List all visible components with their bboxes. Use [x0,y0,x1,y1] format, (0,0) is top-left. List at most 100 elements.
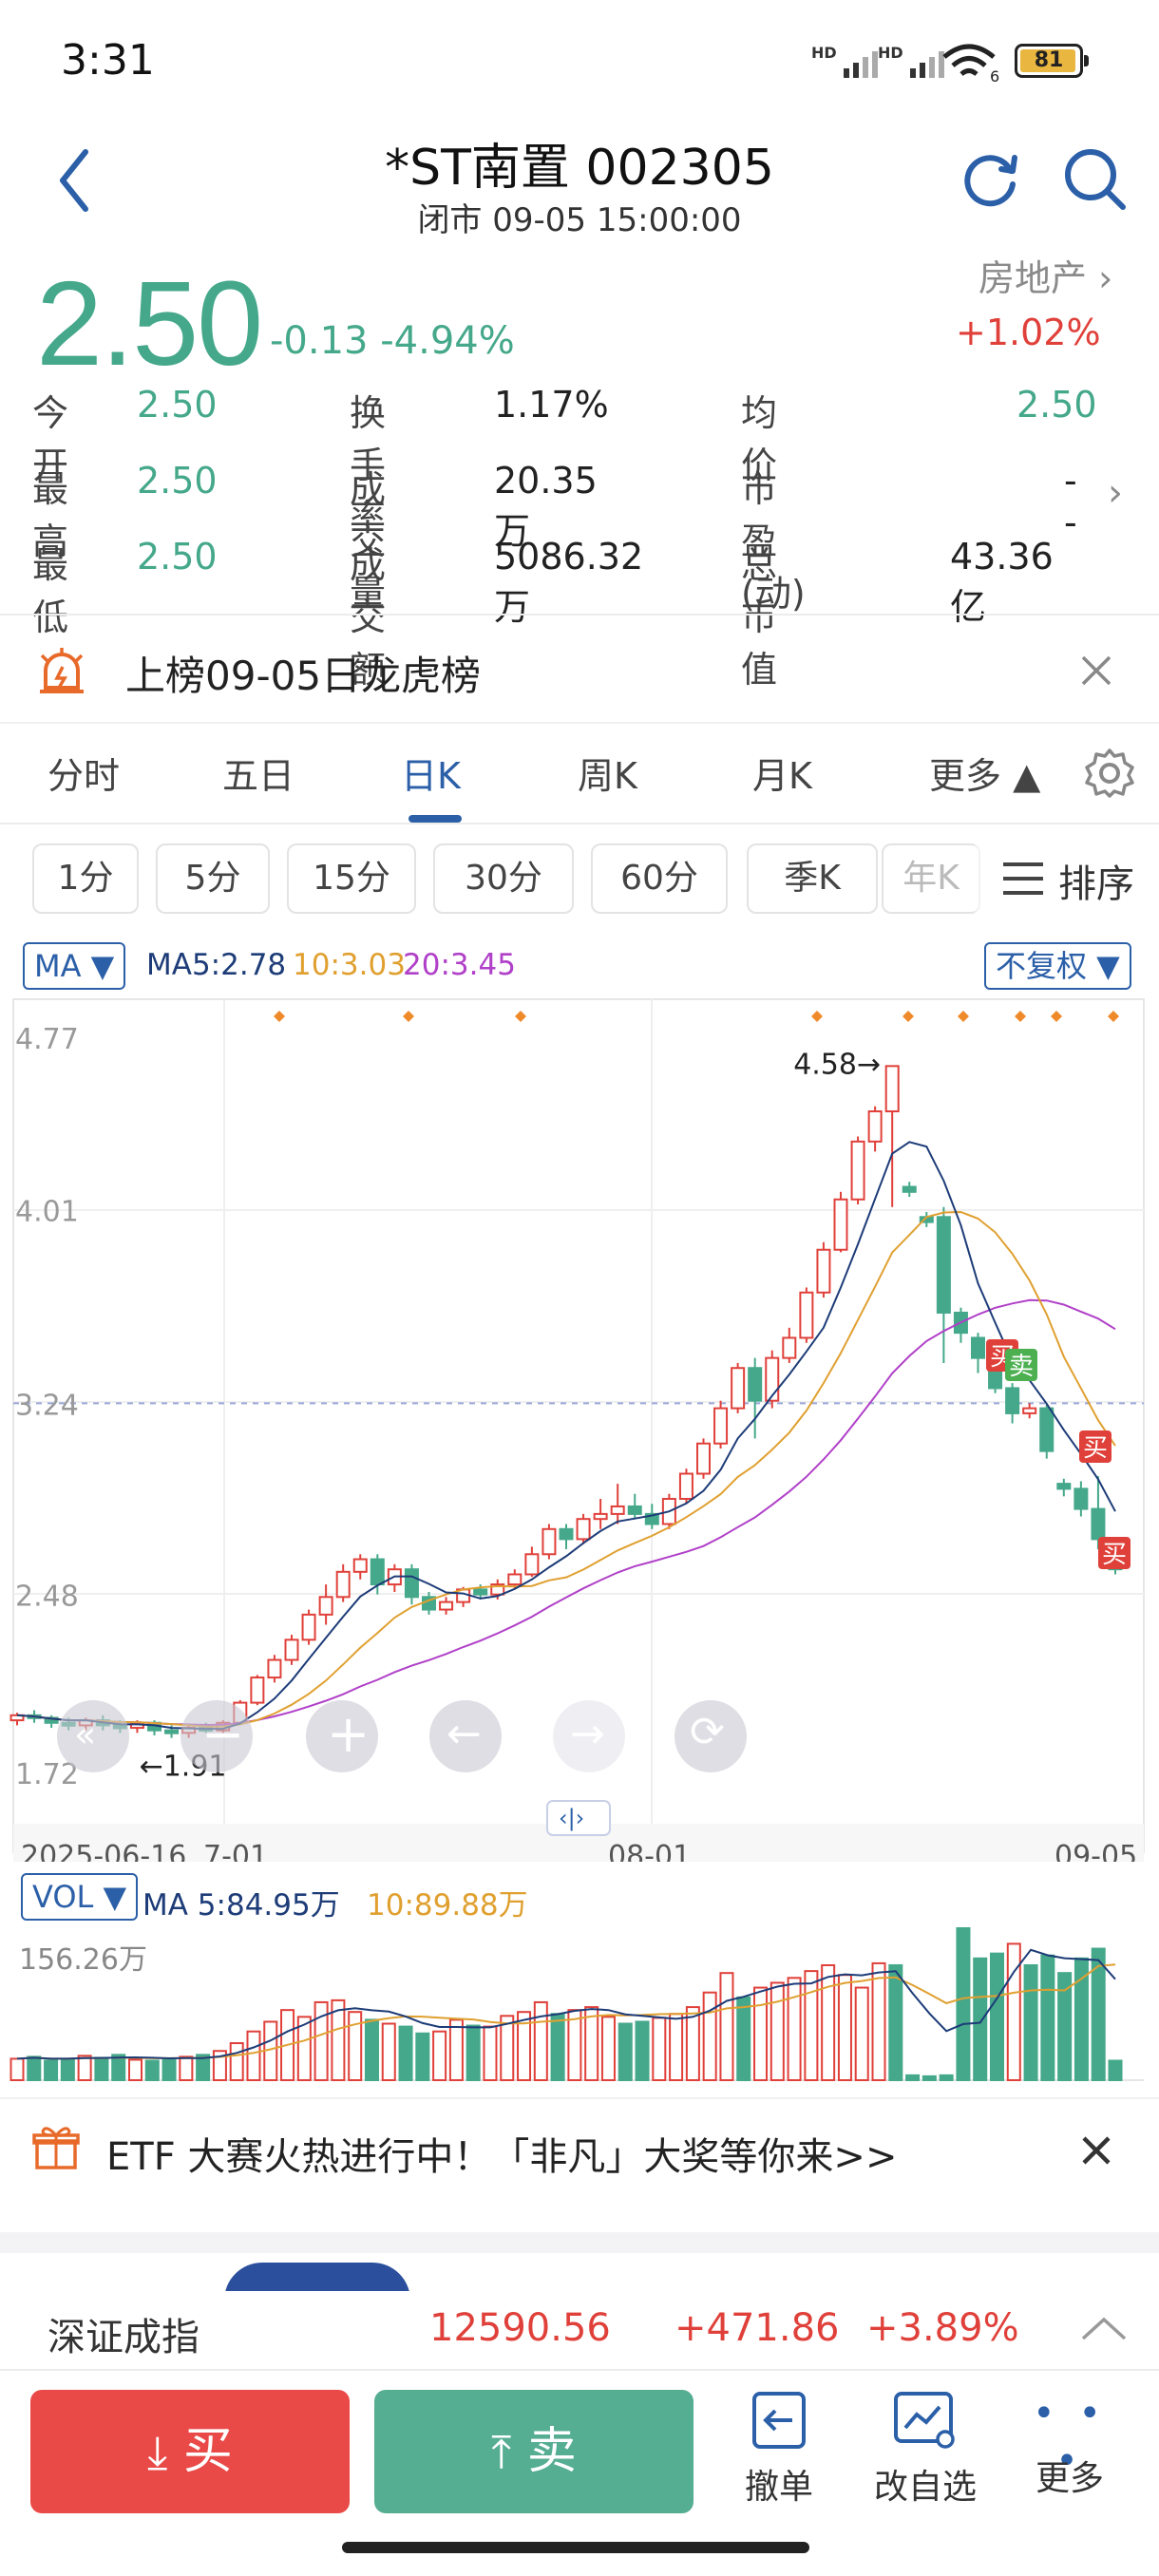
settings-gear-icon[interactable] [1083,747,1136,800]
quote-value: -- [1064,460,1077,543]
x-tick-label: 08-01 [608,1840,691,1862]
volume-bar [584,2006,599,2081]
chevron-up-icon[interactable] [1079,2314,1129,2342]
zoom-in-button[interactable]: + [306,1700,378,1772]
rotate-button[interactable]: ⟳ [674,1700,747,1772]
zoom-out-button[interactable]: − [180,1700,253,1772]
candle-body [1005,1387,1020,1414]
volume-bar [736,1996,751,2081]
event-dot [1051,1011,1062,1022]
candle-body [473,1588,488,1596]
period-5min[interactable]: 5分 [156,843,270,914]
pan-left-button[interactable]: ← [429,1700,502,1772]
watchlist-button[interactable]: 改自选 [868,2390,982,2513]
battery-level: 81 [1034,48,1064,72]
period-60min[interactable]: 60分 [591,843,728,914]
volume-bar [415,2032,430,2081]
close-icon[interactable] [1077,652,1115,690]
candle-body [1091,1507,1106,1541]
cancel-order-button[interactable]: 撤单 [722,2390,836,2513]
back-chevron-left-icon[interactable] [48,142,104,218]
arrow-right-icon: → [570,1710,605,1758]
volume-bar [111,2054,126,2081]
candle-body [250,1676,265,1704]
section-gap [0,2232,1159,2253]
scroll-left-button[interactable]: « [57,1700,129,1772]
ma-selector[interactable]: MA ▼ [23,942,126,990]
period-quarter-k[interactable]: 季K [747,843,878,914]
index-name: 深证成指 [48,2316,200,2359]
refresh-icon[interactable] [954,142,1026,215]
sort-button[interactable]: 排序 [975,840,1159,916]
y-tick-label: 2.48 [15,1581,79,1614]
volume-bar [10,2057,25,2081]
volume-bar [1108,2059,1123,2082]
tab-intraday[interactable]: 分时 [48,755,121,797]
quote-label: 换手率 [350,392,387,539]
period-30min[interactable]: 30分 [433,843,574,914]
tab-more[interactable]: 更多 ▲ [929,755,1041,797]
more-dots-icon: • • • [1033,2392,1107,2483]
period-15min[interactable]: 15分 [287,843,416,914]
quote-value: 2.50 [1016,384,1097,426]
candle-body [644,1512,659,1525]
sort-label: 排序 [1058,862,1134,906]
candle-body [902,1185,917,1193]
volume-bar [871,1961,886,2081]
volume-bar [381,2022,396,2081]
quote-value: 1.17% [494,384,609,426]
alert-text[interactable]: 上榜09-05日龙虎榜 [125,653,482,699]
index-bar[interactable]: 深证成指 12590.56 +471.86 +3.89% [0,2291,1159,2371]
sector-link[interactable]: 房地产 › [978,249,1112,301]
tab-five-day[interactable]: 五日 [222,755,295,797]
ad-text[interactable]: ETF 大赛火热进行中！「非凡」大奖等你来>> [106,2135,898,2179]
buy-marker-text: 买 [1102,1541,1127,1569]
cancel-order-icon [752,2392,806,2449]
more-button[interactable]: • • • 更多 [1013,2390,1127,2513]
gift-icon [32,2127,80,2169]
tab-monthly-k[interactable]: 月K [752,755,812,797]
double-chevron-left-icon: « [74,1714,97,1755]
chevron-right-icon: › [1098,257,1113,299]
adjust-selector[interactable]: 不复权 ▼ [984,942,1131,990]
clock: 3:31 [61,36,155,85]
volume-bar [990,1952,1005,2081]
quote-label: 成交量 [350,468,387,615]
vol-ma5: MA 5:84.95万 [142,1888,340,1923]
buy-button[interactable]: ⤓ 买 [30,2390,350,2513]
sell-button[interactable]: ⤒ 卖 [374,2390,694,2513]
volume-bar [939,2074,954,2082]
candle-body [439,1601,454,1611]
close-ad-icon[interactable] [1079,2133,1113,2168]
search-icon[interactable] [1058,142,1130,215]
tab-weekly-k[interactable]: 周K [578,755,637,797]
event-dot [403,1011,414,1022]
rotate-screen-icon: ⟳ [690,1708,725,1756]
candle-body [507,1573,522,1586]
sell-arrow-icon: ⤒ [491,2426,512,2479]
change-percent: -4.94% [380,319,515,363]
volume-bar [500,2015,515,2081]
quote-value: 2.50 [137,536,218,578]
period-year-k[interactable]: 年K [882,843,980,914]
ma10-value: 10:3.03 [293,948,406,982]
volume-bar [60,2057,75,2081]
last-price: 2.50 [36,256,263,390]
signal-bars [844,51,878,78]
candle-body [696,1442,711,1475]
event-dot [958,1011,969,1022]
tab-daily-k[interactable]: 日K [401,755,461,797]
expand-chevron-right-icon[interactable]: › [1108,471,1123,515]
alarm-icon [40,648,84,693]
volume-bar [600,2016,616,2081]
volume-bar [1074,1957,1089,2081]
period-1min[interactable]: 1分 [32,843,139,914]
vol-selector[interactable]: VOL ▼ [21,1873,139,1921]
index-value: 12590.56 [429,2306,611,2350]
volume-bar [702,1991,717,2081]
candlestick-chart[interactable]: 4.774.013.242.481.724.58→←1.91买卖买买2025-0… [0,997,1159,1862]
pan-right-button[interactable]: → [553,1700,625,1772]
index-percent: +3.89% [866,2306,1019,2350]
wifi-icon: 6 [942,44,999,84]
sell-marker-text: 卖 [1009,1353,1034,1381]
